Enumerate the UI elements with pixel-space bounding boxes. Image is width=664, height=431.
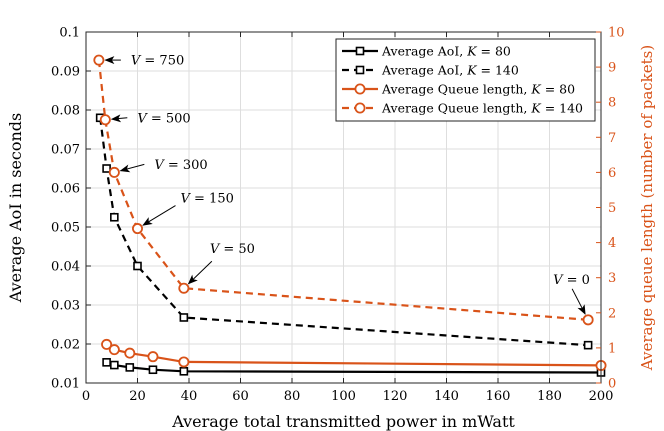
legend-box <box>335 38 596 122</box>
legend: Average AoI, K = 80 Average AoI, K = 140 A… <box>335 38 596 122</box>
data-point <box>102 358 111 367</box>
y-right-tick-label: 6 <box>608 166 616 181</box>
annotation: V = 0 <box>553 273 590 315</box>
data-point <box>178 282 190 294</box>
data-point <box>110 212 119 222</box>
annotation: V = 300 <box>119 158 208 173</box>
x-tick-label: 20 <box>129 389 146 404</box>
data-point <box>131 223 143 235</box>
legend-entry: Average AoI, K = 80 <box>342 44 511 59</box>
series-4 <box>93 54 594 326</box>
legend-label: Average AoI, K = 140 <box>381 63 519 78</box>
y-right-tick-label: 9 <box>608 61 616 76</box>
ticks: 0 20 40 60 80 100 120 140 160 180 2000.010.020.030… <box>51 26 625 405</box>
y-right-tick-label: 0 <box>608 377 616 392</box>
x-tick-label: 180 <box>537 389 562 404</box>
y-tick-label: 0.07 <box>51 143 80 158</box>
legend-label: Average Queue length, K = 80 <box>381 82 575 97</box>
y-tick-label: 0.05 <box>51 221 80 236</box>
x-axis-label: Average total transmitted power in mWatt <box>171 412 515 431</box>
y-right-tick-label: 2 <box>608 306 616 321</box>
annotation-label: V = 300 <box>154 158 207 173</box>
legend-marker <box>355 46 365 56</box>
y-right-tick-label: 8 <box>608 96 616 111</box>
annotation-label: V = 50 <box>210 242 255 257</box>
y-right-tick-label: 3 <box>608 271 616 286</box>
y-right-tick-label: 10 <box>608 26 625 41</box>
data-point <box>133 261 142 271</box>
data-point <box>179 366 189 376</box>
y-tick-label: 0.04 <box>51 260 80 275</box>
annotation: V = 500 <box>110 111 191 126</box>
x-tick-label: 140 <box>434 389 459 404</box>
data-point <box>110 360 119 370</box>
data-point <box>583 340 593 350</box>
legend-marker <box>355 65 365 75</box>
annotations: V = 750 V = 500 V = 300 V = 150 V = 50 V = 0 <box>104 54 590 315</box>
legend-entry: Average Queue length, K = 80 <box>342 82 575 97</box>
data-point <box>178 356 190 368</box>
annotation: V = 150 <box>142 192 234 226</box>
y-tick-label: 0.02 <box>51 338 80 353</box>
x-tick-label: 200 <box>589 389 614 404</box>
annotation-arrow <box>571 288 586 315</box>
data-point <box>125 363 135 372</box>
annotation: V = 750 <box>104 54 184 69</box>
legend-label: Average Queue length, K = 140 <box>381 101 583 116</box>
annotation-arrow <box>119 163 145 173</box>
y-tick-label: 0.08 <box>51 104 80 119</box>
data-point <box>582 314 594 326</box>
annotation-arrow <box>110 114 128 123</box>
legend-entry: Average AoI, K = 140 <box>342 63 519 78</box>
legend-entry: Average Queue length, K = 140 <box>342 101 583 116</box>
data-point <box>99 114 111 126</box>
data-point <box>179 313 189 322</box>
y-right-tick-label: 7 <box>608 131 616 146</box>
x-tick-label: 60 <box>232 389 249 404</box>
y-tick-label: 0.01 <box>51 377 80 392</box>
annotation-label: V = 500 <box>137 111 190 126</box>
data-point <box>148 365 158 375</box>
legend-marker <box>354 102 366 114</box>
y-axis-label: Average AoI in seconds <box>6 113 25 304</box>
series-3 <box>101 338 607 371</box>
annotation: V = 50 <box>187 242 255 285</box>
y-tick-label: 0.03 <box>51 299 80 314</box>
y-tick-label: 0.09 <box>51 65 80 80</box>
x-tick-label: 0 <box>82 389 90 404</box>
x-tick-label: 120 <box>383 389 408 404</box>
data-point <box>147 351 159 363</box>
x-tick-label: 80 <box>284 389 301 404</box>
y-right-tick-label: 1 <box>608 341 616 356</box>
legend-label: Average AoI, K = 80 <box>381 44 511 59</box>
y-tick-label: 0.1 <box>59 26 80 41</box>
y-right-tick-label: 5 <box>608 201 616 216</box>
series-2 <box>95 113 593 350</box>
annotation-label: V = 0 <box>553 273 590 288</box>
data-point <box>93 54 105 66</box>
data-point <box>108 166 120 178</box>
series-line <box>97 59 589 321</box>
legend-marker <box>354 83 366 95</box>
y-right-tick-label: 4 <box>608 236 616 251</box>
data-point <box>108 344 120 356</box>
x-tick-label: 40 <box>181 389 198 404</box>
x-tick-label: 160 <box>486 389 511 404</box>
y-tick-label: 0.06 <box>51 182 80 197</box>
data-point <box>101 338 113 350</box>
data-point <box>124 347 136 359</box>
data-point <box>102 164 111 173</box>
annotation-arrow <box>142 205 176 226</box>
x-tick-label: 100 <box>331 389 356 404</box>
annotation-label: V = 150 <box>181 192 234 207</box>
y-axis-right-label: Average queue length (number of packets) <box>638 45 656 371</box>
annotation-label: V = 750 <box>131 54 184 69</box>
series-line <box>99 117 589 347</box>
annotation-arrow <box>187 260 213 285</box>
series-layer <box>93 54 607 377</box>
